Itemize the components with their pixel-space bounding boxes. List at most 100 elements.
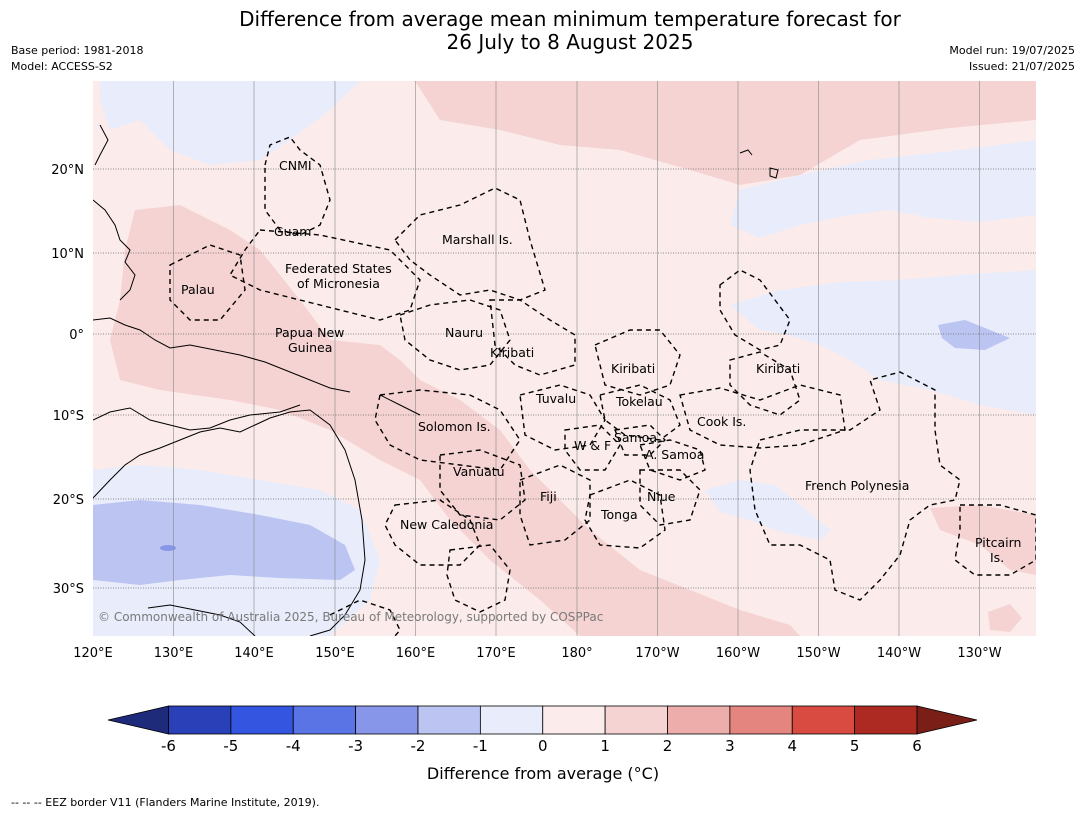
label-png-line2: Guinea — [288, 340, 332, 355]
base-period: Base period: 1981-2018 — [11, 44, 144, 57]
colorbar-bin — [729, 705, 793, 735]
lon-tick: 150°E — [315, 646, 355, 661]
colorbar-tick-label: -4 — [286, 737, 301, 755]
lon-tick: 180° — [561, 646, 592, 661]
region-labels: CNMI Guam Marshall Is. Federated States … — [181, 158, 1021, 565]
label-guam: Guam — [274, 224, 311, 239]
lat-tick: 20°S — [53, 493, 84, 508]
colorbar-tick-label: -2 — [411, 737, 426, 755]
lon-tick: 160°E — [396, 646, 436, 661]
colorbar-tick-label: 3 — [725, 737, 735, 755]
label-kiribati-west: Kiribati — [490, 345, 534, 360]
colorbar-bin — [355, 705, 419, 735]
colorbar-bin — [667, 705, 731, 735]
colorbar-extend-low — [107, 705, 169, 735]
label-png-line1: Papua New — [275, 325, 344, 340]
colorbar-tick-label: 0 — [538, 737, 548, 755]
model-name: Model: ACCESS-S2 — [11, 60, 113, 73]
label-tuvalu: Tuvalu — [535, 391, 576, 406]
map-area: © Commonwealth of Australia 2025, Bureau… — [93, 81, 1036, 636]
coastlines — [93, 124, 779, 636]
copyright-notice: © Commonwealth of Australia 2025, Bureau… — [98, 610, 603, 624]
colorbar-tick-label: -6 — [161, 737, 176, 755]
label-kiribati-east: Kiribati — [756, 361, 800, 376]
colorbar-bin — [168, 705, 232, 735]
label-cnmi: CNMI — [279, 158, 312, 173]
colorbar-bin — [230, 705, 294, 735]
lon-tick: 130°W — [957, 646, 1001, 661]
label-wallis-futuna: W & F — [574, 438, 611, 453]
colorbar-bin — [542, 705, 606, 735]
lon-tick: 140°W — [877, 646, 921, 661]
label-marshall: Marshall Is. — [442, 232, 513, 247]
label-palau: Palau — [181, 282, 215, 297]
label-fiji: Fiji — [540, 489, 557, 504]
colorbar-bin — [854, 705, 918, 735]
colorbar-extend-high — [916, 705, 978, 735]
issued-date: Issued: 21/07/2025 — [968, 60, 1075, 73]
lon-tick: 170°E — [476, 646, 516, 661]
label-american-samoa: A. Samoa — [645, 447, 704, 462]
lon-tick: 140°E — [234, 646, 274, 661]
lon-tick: 160°W — [716, 646, 760, 661]
label-cook-islands: Cook Is. — [697, 414, 746, 429]
colorbar-tick-label: 4 — [787, 737, 797, 755]
colorbar-bin — [791, 705, 856, 735]
label-french-polynesia: French Polynesia — [805, 478, 909, 493]
anomaly-field-cold-east — [938, 320, 1010, 350]
colorbar-tick-label: -5 — [223, 737, 238, 755]
label-nauru: Nauru — [445, 325, 483, 340]
colorbar-title: Difference from average (°C) — [427, 764, 659, 783]
anomaly-field-cool-equatorial-east — [730, 270, 1036, 415]
label-tokelau: Tokelau — [615, 394, 663, 409]
colorbar-bin — [417, 705, 481, 735]
anomaly-field-1-2-west-pacific — [110, 205, 800, 636]
label-vanuatu: Vanuatu — [453, 464, 505, 479]
anomaly-field-cool-north — [100, 81, 360, 165]
colorbar-bin — [604, 705, 668, 735]
anomaly-field-cool-northeast — [730, 140, 1036, 238]
label-samoa: Samoa — [614, 430, 657, 445]
label-pitcairn-line2: Is. — [990, 550, 1004, 565]
label-niue: Niue — [647, 489, 676, 504]
lon-tick: 120°E — [73, 646, 113, 661]
anomaly-field-1-2-southeast — [930, 505, 1036, 575]
lat-tick: 20°N — [51, 163, 84, 178]
lat-tick: 30°S — [53, 582, 84, 597]
colorbar-tick-label: 1 — [600, 737, 610, 755]
title-line-1: Difference from average mean minimum tem… — [239, 7, 901, 31]
title-line-2: 26 July to 8 August 2025 — [446, 30, 694, 54]
anomaly-field-cold-core — [160, 545, 176, 551]
lon-tick: 170°W — [635, 646, 679, 661]
label-kiribati-central: Kiribati — [611, 361, 655, 376]
label-fsm-line2: of Micronesia — [297, 276, 380, 291]
colorbar-bin — [479, 705, 544, 735]
label-pitcairn-line1: Pitcairn — [975, 535, 1021, 550]
label-solomon: Solomon Is. — [418, 419, 491, 434]
lon-tick: 130°E — [154, 646, 194, 661]
anomaly-field-1-2-north — [415, 81, 1036, 185]
latitude-tick-labels: 20°N 10°N 0° 10°S 20°S 30°S — [51, 163, 84, 597]
colorbar-tick-label: 6 — [912, 737, 922, 755]
lat-tick: 10°S — [53, 409, 84, 424]
longitude-tick-labels: 120°E 130°E 140°E 150°E 160°E 170°E 180°… — [73, 646, 1001, 661]
anomaly-field-cool-south-central — [705, 480, 830, 540]
lon-tick: 150°W — [796, 646, 840, 661]
colorbar-tick-label: -1 — [473, 737, 488, 755]
anomaly-field-1-2-island — [988, 604, 1022, 632]
footer-note: -- -- -- EEZ border V11 (Flanders Marine… — [11, 796, 320, 809]
label-new-caledonia: New Caledonia — [400, 517, 493, 532]
colorbar: -6 -5 -4 -3 -2 -1 0 1 2 3 4 5 6 — [107, 705, 978, 755]
colorbar-tick-label: -3 — [348, 737, 363, 755]
label-tonga: Tonga — [600, 507, 638, 522]
colorbar-tick-label: 2 — [663, 737, 673, 755]
model-run: Model run: 19/07/2025 — [949, 44, 1075, 57]
anomaly-field-cold-australia — [93, 500, 355, 585]
eez-borders — [169, 136, 1036, 636]
label-fsm-line1: Federated States — [285, 261, 392, 276]
lat-tick: 0° — [69, 328, 84, 343]
lat-tick: 10°N — [51, 247, 84, 262]
colorbar-tick-label: 5 — [850, 737, 860, 755]
latitude-lines — [93, 168, 1036, 589]
